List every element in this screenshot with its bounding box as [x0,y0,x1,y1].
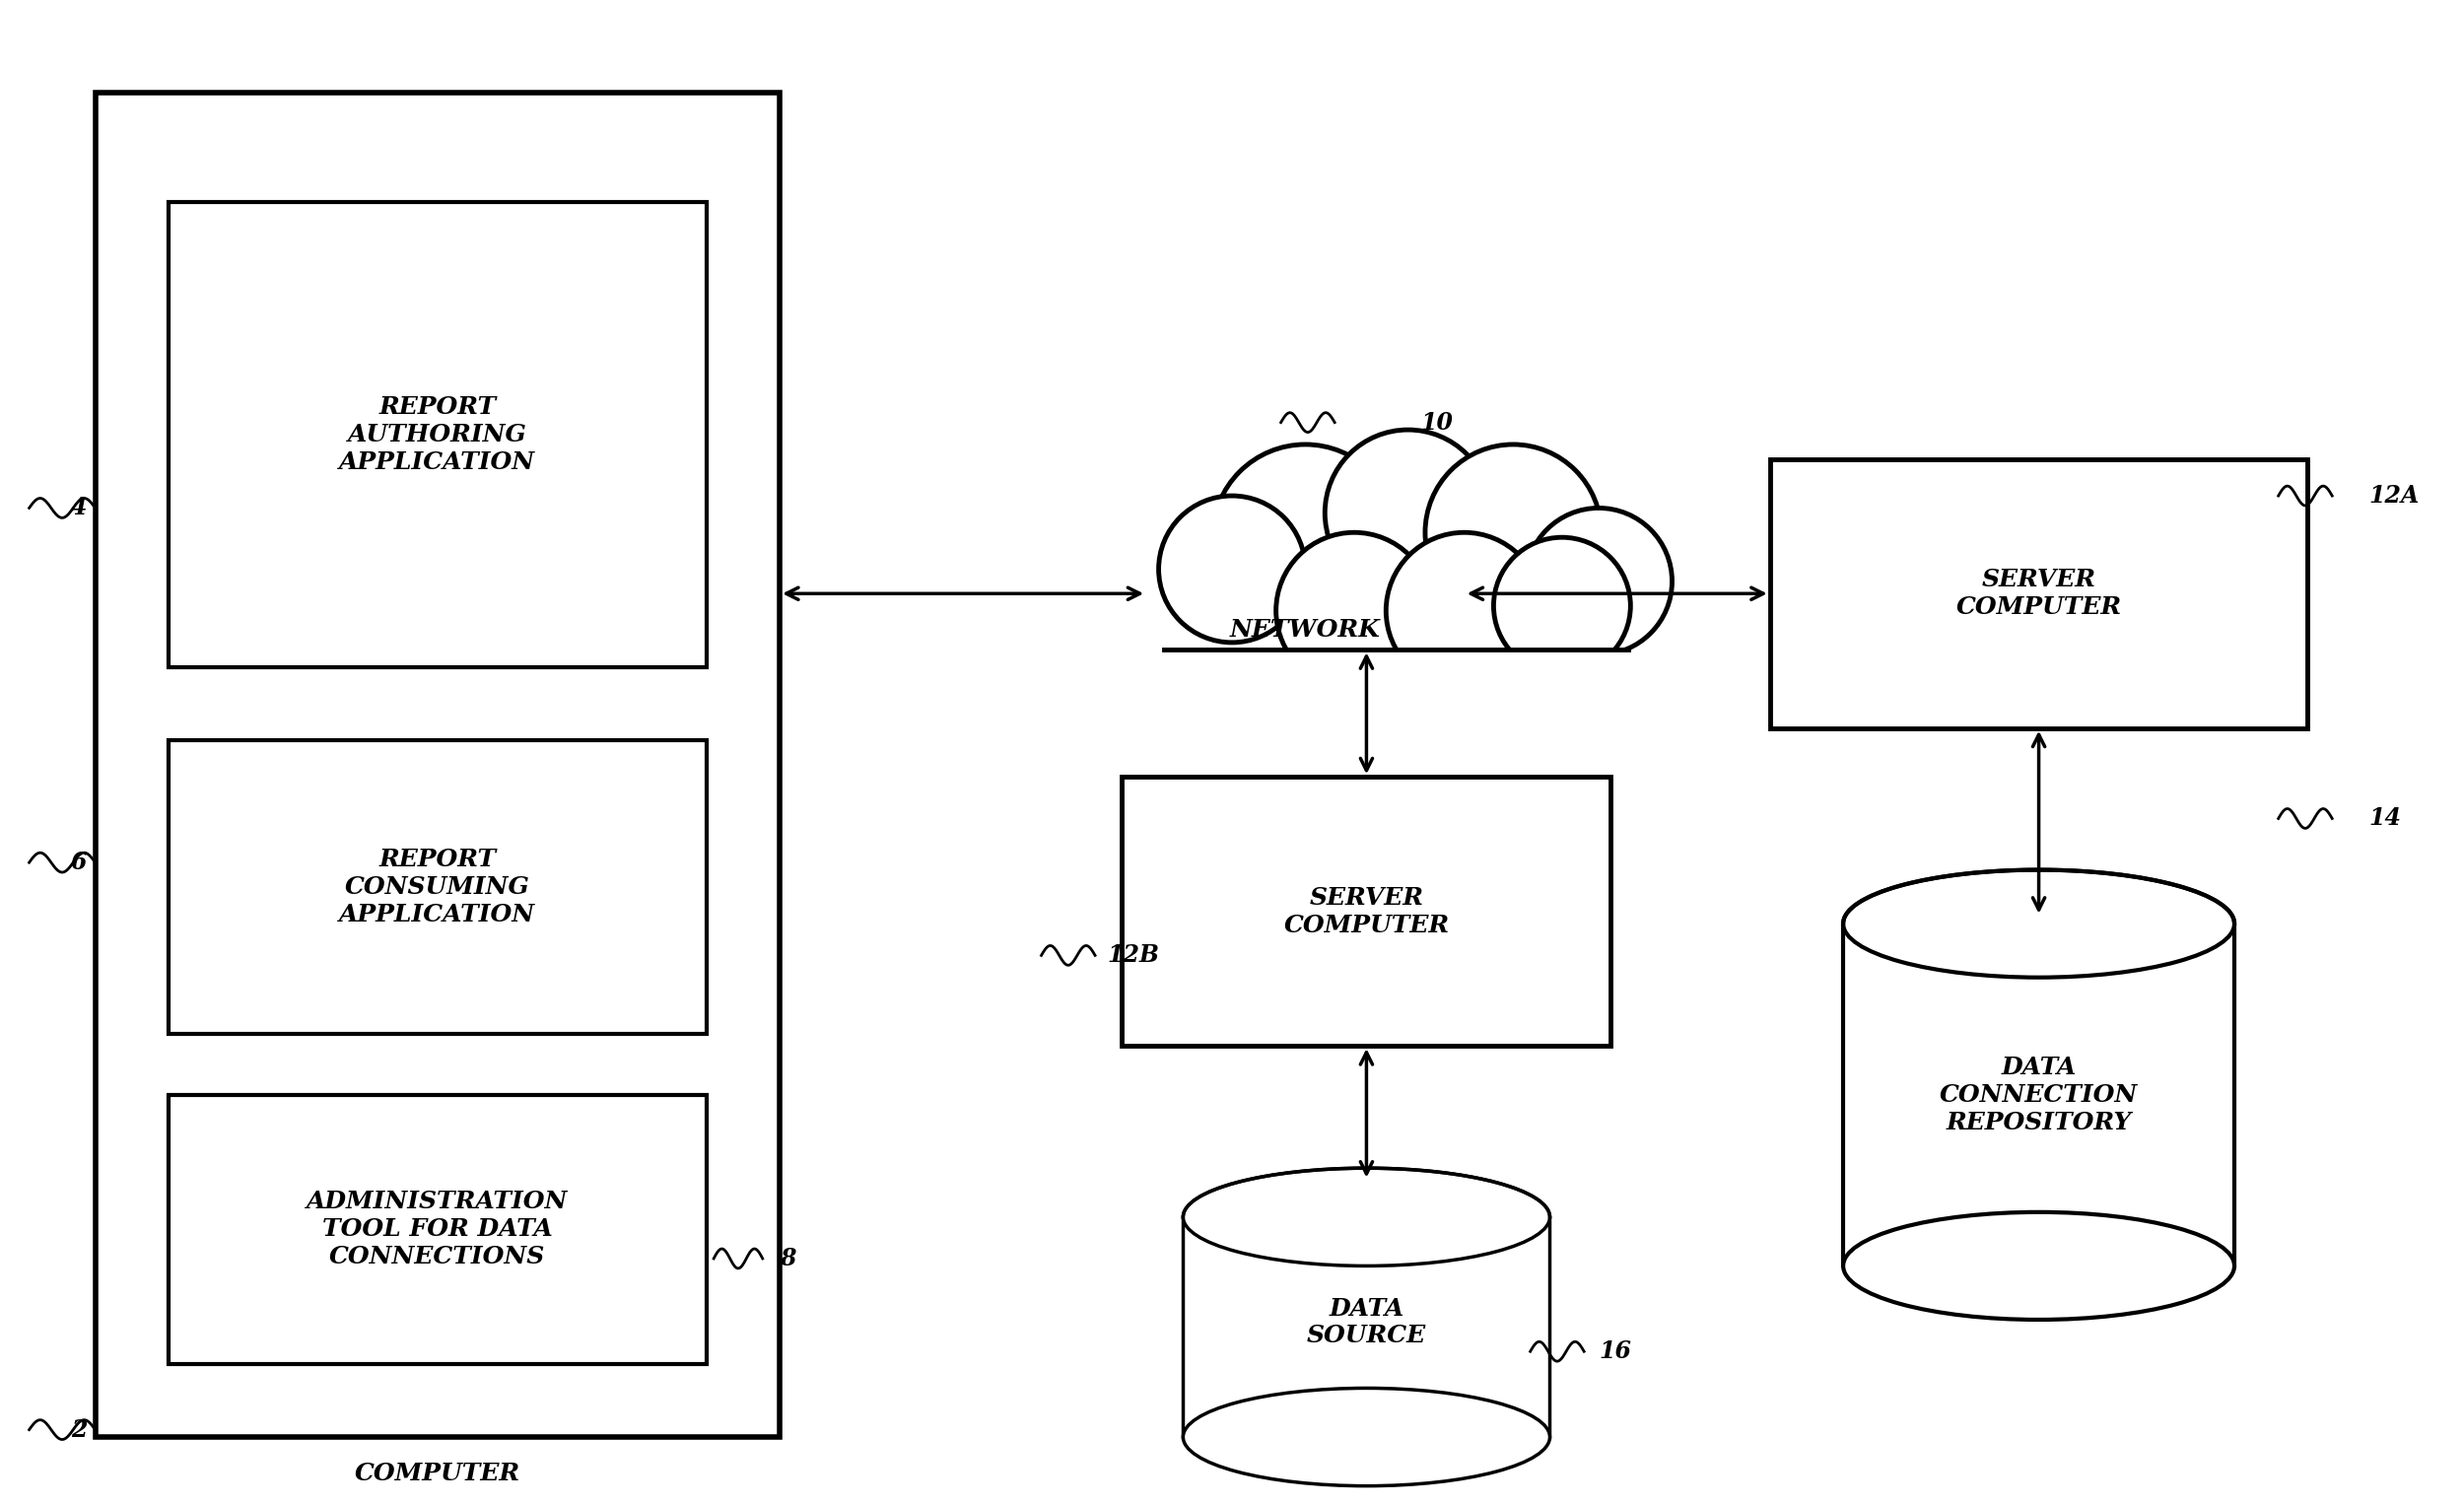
Ellipse shape [1183,1168,1550,1266]
Ellipse shape [1843,870,2235,977]
Text: 8: 8 [779,1246,796,1270]
FancyBboxPatch shape [1769,459,2309,728]
Text: 12B: 12B [1106,944,1161,968]
Text: REPORT
CONSUMING
APPLICATION: REPORT CONSUMING APPLICATION [340,847,535,926]
Text: 12A: 12A [2368,485,2420,507]
Text: 6: 6 [71,850,86,874]
Text: 10: 10 [1419,411,1454,435]
FancyBboxPatch shape [1843,924,2235,1266]
Text: COMPUTER: COMPUTER [355,1461,520,1485]
Circle shape [1387,533,1542,689]
FancyBboxPatch shape [168,740,707,1034]
Circle shape [1276,533,1432,689]
Text: NETWORK: NETWORK [1230,619,1380,643]
Circle shape [1424,444,1602,620]
FancyBboxPatch shape [1121,777,1611,1046]
Circle shape [1212,444,1397,631]
Ellipse shape [1843,1212,2235,1320]
Circle shape [1493,537,1631,674]
FancyBboxPatch shape [168,203,707,667]
Text: SERVER
COMPUTER: SERVER COMPUTER [1956,567,2122,619]
FancyBboxPatch shape [1183,1218,1550,1437]
Circle shape [1525,509,1673,655]
Circle shape [1326,430,1491,596]
Text: SERVER
COMPUTER: SERVER COMPUTER [1284,886,1449,938]
Circle shape [1158,495,1306,643]
FancyBboxPatch shape [96,92,779,1437]
Text: DATA
CONNECTION
REPOSITORY: DATA CONNECTION REPOSITORY [1939,1055,2139,1133]
Text: 14: 14 [2368,807,2402,831]
Text: 4: 4 [71,497,86,519]
FancyBboxPatch shape [168,1094,707,1364]
Text: 2: 2 [71,1418,86,1442]
Text: DATA
SOURCE: DATA SOURCE [1306,1297,1427,1347]
Text: 16: 16 [1599,1339,1631,1364]
Ellipse shape [1183,1388,1550,1485]
Text: ADMINISTRATION
TOOL FOR DATA
CONNECTIONS: ADMINISTRATION TOOL FOR DATA CONNECTIONS [306,1190,569,1269]
Text: REPORT
AUTHORING
APPLICATION: REPORT AUTHORING APPLICATION [340,396,535,474]
